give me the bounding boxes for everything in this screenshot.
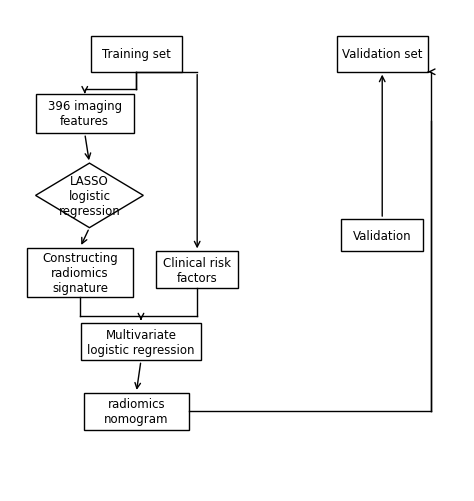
FancyBboxPatch shape — [341, 219, 423, 252]
Text: 396 imaging
features: 396 imaging features — [48, 100, 122, 128]
Text: Training set: Training set — [102, 48, 171, 61]
FancyBboxPatch shape — [36, 94, 134, 134]
Text: Validation: Validation — [353, 229, 411, 242]
Text: Validation set: Validation set — [342, 48, 422, 61]
Text: radiomics
nomogram: radiomics nomogram — [104, 398, 169, 425]
FancyBboxPatch shape — [337, 37, 428, 73]
Text: Clinical risk
factors: Clinical risk factors — [163, 257, 231, 284]
FancyBboxPatch shape — [156, 252, 238, 289]
Text: LASSO
logistic
regression: LASSO logistic regression — [59, 174, 120, 217]
Polygon shape — [36, 164, 143, 228]
FancyBboxPatch shape — [91, 37, 182, 73]
FancyBboxPatch shape — [83, 393, 189, 430]
Text: Constructing
radiomics
signature: Constructing radiomics signature — [42, 252, 118, 294]
FancyBboxPatch shape — [27, 248, 133, 298]
Text: Multivariate
logistic regression: Multivariate logistic regression — [87, 328, 195, 356]
FancyBboxPatch shape — [81, 324, 201, 361]
